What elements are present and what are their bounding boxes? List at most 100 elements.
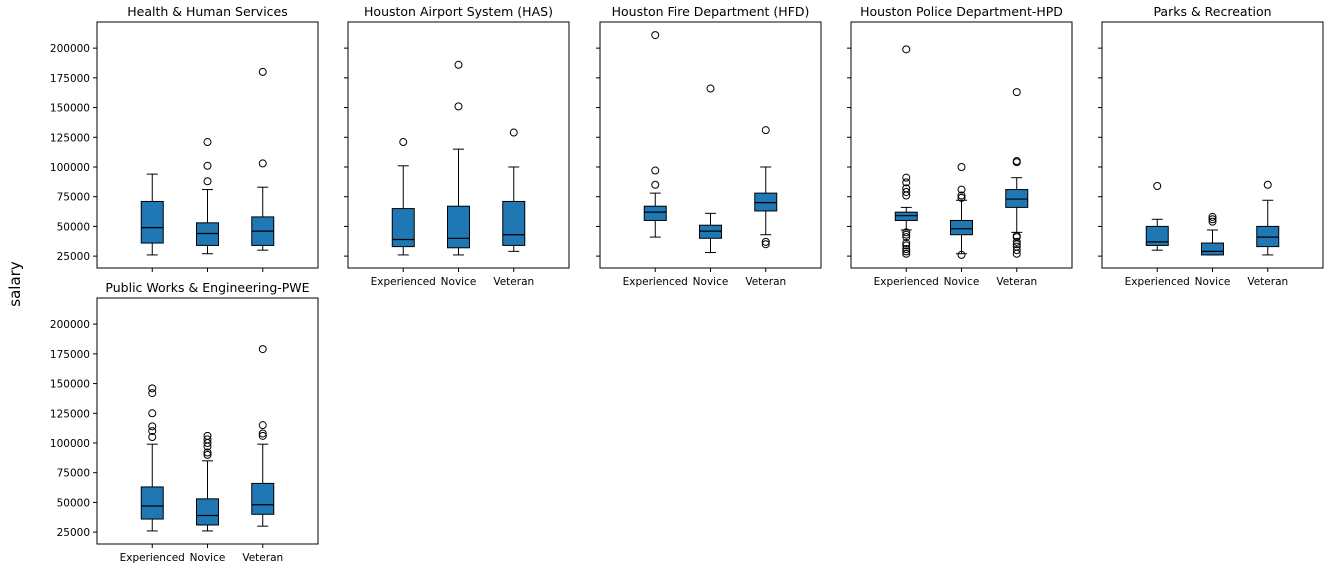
outlier-point bbox=[902, 228, 911, 237]
iqr-box bbox=[391, 208, 415, 248]
x-tick-label: Experienced bbox=[874, 276, 939, 288]
box-novice bbox=[699, 84, 722, 254]
panel-health-human-services: Health & Human Services 25000 50000 75000 10… bbox=[50, 4, 319, 272]
outlier-point bbox=[761, 237, 770, 246]
x-tick-label: Novice bbox=[944, 276, 980, 288]
x-tick-label: Experienced bbox=[120, 552, 185, 564]
outlier-point bbox=[258, 421, 267, 430]
y-tick-label: 125000 bbox=[50, 132, 90, 144]
panel-title: Public Works & Engineering-PWE bbox=[105, 280, 309, 295]
x-tick-label: Novice bbox=[693, 276, 729, 288]
y-axis-label: salary bbox=[6, 261, 24, 307]
iqr-box bbox=[196, 498, 219, 526]
x-tick-label: Veteran bbox=[242, 552, 283, 564]
outlier-point bbox=[761, 126, 770, 135]
iqr-box bbox=[1145, 225, 1169, 246]
box-veteran bbox=[1005, 88, 1029, 258]
panel-public-works-engineering-pwe: Public Works & Engineering-PWE 25000 50000… bbox=[50, 280, 319, 564]
axes-frame bbox=[96, 297, 319, 545]
box-veteran bbox=[251, 67, 275, 251]
outlier-point bbox=[902, 230, 911, 239]
outlier-point bbox=[706, 84, 715, 93]
outlier-point bbox=[203, 450, 212, 459]
outlier-point bbox=[1012, 246, 1021, 255]
outlier-point bbox=[902, 241, 911, 250]
x-tick-label: Experienced bbox=[1125, 276, 1190, 288]
outlier-point bbox=[203, 161, 212, 170]
outlier-point bbox=[957, 193, 966, 202]
box-experienced bbox=[643, 31, 667, 238]
outlier-point bbox=[1153, 182, 1162, 190]
box-veteran bbox=[502, 128, 526, 252]
x-tick-label: Novice bbox=[1195, 276, 1231, 288]
outlier-point bbox=[1012, 231, 1021, 240]
y-tick-label: 150000 bbox=[50, 379, 90, 391]
outlier-point bbox=[651, 31, 660, 40]
outlier-point bbox=[902, 187, 911, 196]
outlier-point bbox=[957, 185, 966, 194]
box-experienced bbox=[140, 384, 164, 532]
x-tick-label: Novice bbox=[441, 276, 477, 288]
panel-title: Houston Airport System (HAS) bbox=[364, 4, 553, 19]
x-tick-label: Veteran bbox=[1247, 276, 1288, 288]
outlier-point bbox=[258, 67, 267, 76]
outlier-point bbox=[1012, 88, 1021, 97]
outlier-point bbox=[258, 345, 267, 354]
outlier-point bbox=[651, 180, 660, 189]
box-novice bbox=[196, 138, 219, 255]
outlier-point bbox=[148, 422, 157, 431]
iqr-box bbox=[502, 200, 526, 246]
outlier-point bbox=[1012, 157, 1021, 166]
box-experienced bbox=[894, 45, 918, 258]
y-tick-label: 75000 bbox=[57, 468, 90, 480]
outlier-point bbox=[1208, 212, 1217, 221]
box-experienced bbox=[1145, 182, 1169, 251]
panel-title: Houston Fire Department (HFD) bbox=[612, 4, 810, 19]
outlier-point bbox=[258, 429, 267, 438]
panel-parks-recreation: Parks & Recreation Experienced Novice Veter… bbox=[1098, 4, 1324, 288]
x-tick-label: Experienced bbox=[623, 276, 688, 288]
iqr-box bbox=[643, 205, 667, 221]
panel-title: Parks & Recreation bbox=[1153, 4, 1271, 19]
y-tick-label: 125000 bbox=[50, 408, 90, 420]
outlier-point bbox=[203, 435, 212, 444]
box-novice bbox=[447, 60, 470, 256]
y-tick-label: 175000 bbox=[50, 349, 90, 361]
outlier-point bbox=[902, 239, 911, 248]
y-tick-label: 50000 bbox=[57, 497, 90, 509]
outlier-point bbox=[1208, 215, 1217, 224]
axes-frame bbox=[850, 21, 1073, 269]
outlier-point bbox=[957, 191, 966, 200]
panel-houston-airport-system-has: Houston Airport System (HAS) Experienced N… bbox=[344, 4, 570, 288]
outlier-point bbox=[203, 431, 212, 440]
box-novice bbox=[1201, 212, 1224, 256]
box-experienced bbox=[140, 173, 164, 256]
y-tick-label: 200000 bbox=[50, 319, 90, 331]
outlier-point bbox=[957, 250, 966, 259]
panel-title: Houston Police Department-HPD bbox=[860, 4, 1063, 19]
outlier-point bbox=[509, 128, 518, 137]
box-veteran bbox=[251, 345, 275, 527]
iqr-box bbox=[950, 219, 973, 236]
y-tick-label: 75000 bbox=[57, 192, 90, 204]
box-veteran bbox=[754, 126, 778, 249]
outlier-point bbox=[957, 162, 966, 171]
outlier-point bbox=[399, 138, 408, 147]
outlier-point bbox=[148, 384, 157, 393]
outlier-point bbox=[203, 138, 212, 147]
axes-frame bbox=[599, 21, 822, 269]
y-tick-label: 25000 bbox=[57, 527, 90, 539]
outlier-point bbox=[148, 389, 157, 398]
x-tick-label: Veteran bbox=[493, 276, 534, 288]
y-tick-label: 25000 bbox=[57, 251, 90, 263]
outlier-point bbox=[902, 178, 911, 187]
outlier-point bbox=[148, 409, 157, 418]
iqr-box bbox=[140, 200, 164, 244]
axes-frame bbox=[1101, 21, 1324, 269]
outlier-point bbox=[902, 173, 911, 182]
iqr-box bbox=[1201, 242, 1224, 256]
outlier-point bbox=[148, 427, 157, 436]
y-tick-label: 175000 bbox=[50, 73, 90, 85]
box-veteran bbox=[1256, 180, 1280, 256]
